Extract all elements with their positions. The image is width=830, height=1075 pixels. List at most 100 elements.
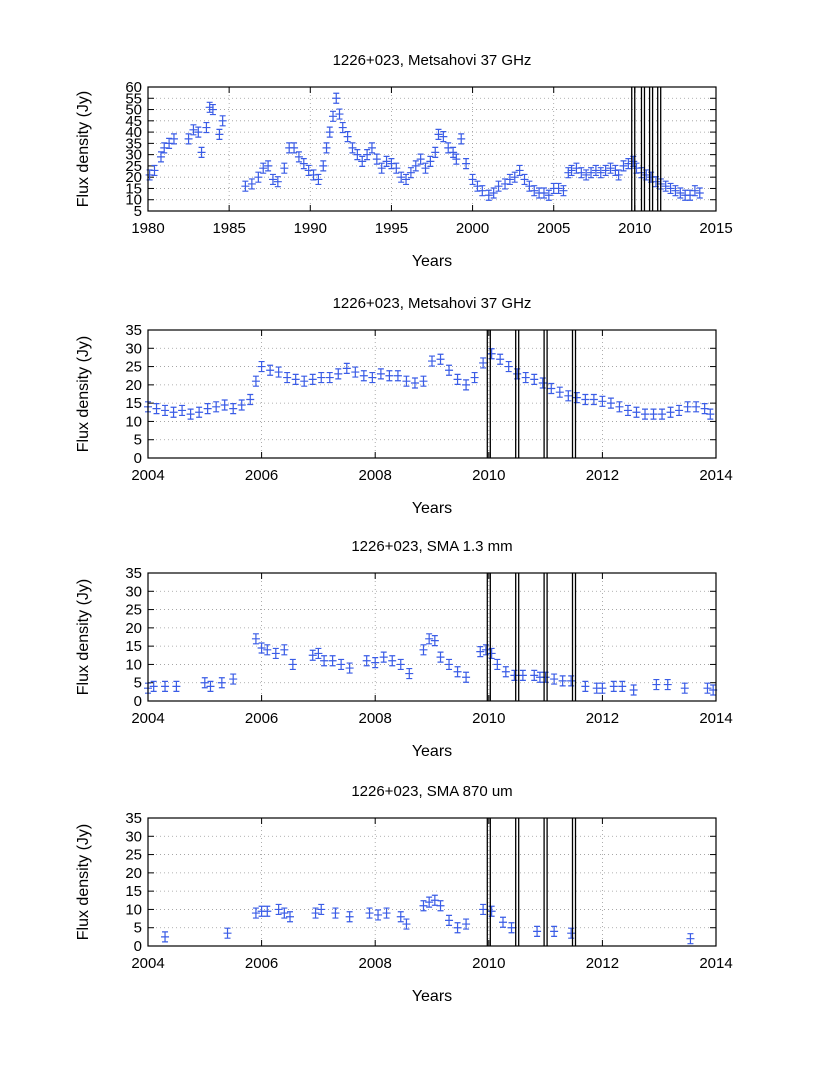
data-point [359,370,368,382]
data-point [589,393,598,406]
data-point [449,146,458,158]
data-point [651,176,660,188]
data-point [385,370,394,382]
data-point [351,366,360,378]
x-tick-label: 2014 [699,467,732,484]
y-tick-label: 30 [125,583,142,600]
data-point [251,633,260,645]
data-point [703,682,712,694]
x-tick-label: 2008 [359,710,392,727]
y-tick-label: 0 [134,450,142,467]
y-tick-label: 25 [125,847,142,864]
data-point [320,655,329,667]
data-point [280,644,289,656]
data-point [686,189,695,201]
y-tick-label: 25 [125,158,142,175]
data-point [598,682,607,694]
data-point [484,189,493,201]
y-axis-label: Flux density (Jy) [75,336,92,452]
data-point [431,146,440,158]
data-point [582,169,591,181]
data-point [587,167,596,179]
data-point [402,375,411,387]
data-point [229,673,238,685]
data-point [388,655,397,667]
data-point [661,180,670,192]
data-point [396,658,405,671]
data-point [692,401,701,413]
data-point [348,142,357,154]
y-tick-label: 5 [134,432,142,449]
data-point [172,680,181,692]
data-point [436,353,445,365]
data-point [215,128,224,140]
data-point [205,101,214,113]
data-point [274,366,283,378]
y-tick-label: 5 [134,203,142,220]
data-point [208,103,217,116]
data-point [294,151,303,163]
data-point [247,178,256,190]
data-point [558,675,567,687]
data-point [581,680,590,692]
data-point [525,180,534,192]
x-tick-label: 2000 [456,220,489,237]
data-point [223,927,232,939]
data-point [300,375,309,387]
data-point [421,162,430,174]
y-tick-label: 15 [125,180,142,197]
data-point [237,399,246,411]
data-point [328,655,337,667]
y-tick-label: 30 [125,340,142,357]
y-tick-label: 15 [125,638,142,655]
data-point [367,142,376,154]
data-point [425,633,434,645]
data-point [671,185,680,197]
data-point [493,658,502,671]
data-point [152,403,161,415]
data-point [392,162,401,174]
data-point [263,905,272,917]
data-point [178,404,187,417]
data-point [479,357,488,369]
data-point [444,142,453,154]
data-point [541,671,550,683]
data-point [362,655,371,667]
x-axis-label: Years [412,253,452,270]
data-point [145,169,154,181]
data-point [549,182,558,195]
data-point [567,927,576,939]
data-point [402,918,411,930]
plot-frame [147,86,717,212]
data-point [538,377,547,389]
data-point [572,392,581,404]
x-axis-label: Years [412,743,452,760]
data-point [376,368,385,380]
data-point [254,171,263,183]
data-point [700,403,709,415]
data-point [457,133,466,145]
x-tick-label: 2008 [359,955,392,972]
x-tick-label: 2006 [245,710,278,727]
data-point [332,92,341,104]
data-point [203,403,212,415]
data-point [629,155,638,167]
data-point [311,907,320,919]
data-point [259,162,268,174]
data-point [544,189,553,201]
data-point [217,677,226,689]
data-point [406,167,415,179]
x-tick-label: 2010 [472,955,505,972]
data-point [462,158,471,170]
data-point [241,180,250,192]
data-point [632,162,641,174]
data-point [675,404,684,417]
plot-frame [147,817,717,947]
x-tick-label: 1990 [294,220,327,237]
data-point [251,907,260,919]
y-tick-label: 35 [125,565,142,582]
x-tick-label: 2012 [586,467,619,484]
data-point [601,164,610,177]
